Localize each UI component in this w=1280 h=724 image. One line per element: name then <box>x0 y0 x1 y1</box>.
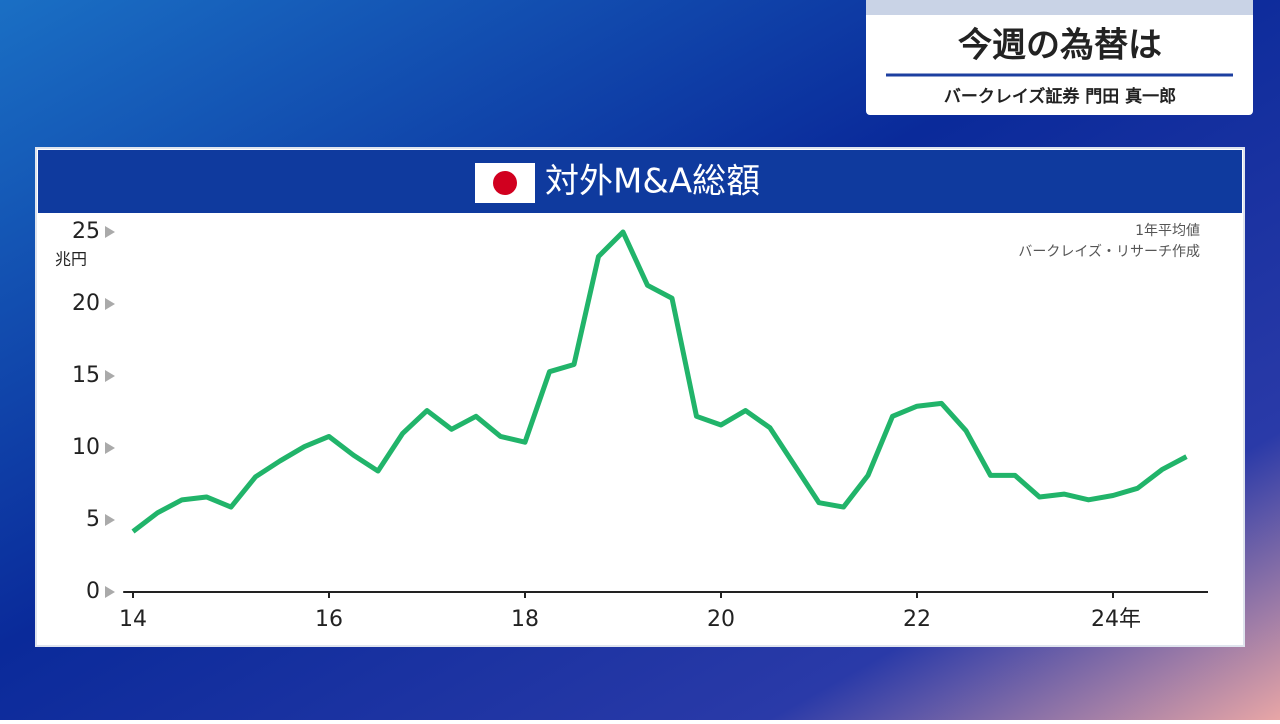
header-strip <box>866 0 1253 15</box>
header-title: 今週の為替は <box>958 26 1162 66</box>
x-tick-label: 16 <box>315 607 343 632</box>
flag-sun <box>493 171 517 195</box>
y-tick-mark <box>105 298 115 310</box>
x-tick-label: 14 <box>119 607 147 632</box>
header-card <box>866 0 1253 115</box>
x-tick-label: 20 <box>707 607 735 632</box>
y-tick-label: 10 <box>72 435 100 460</box>
y-tick-label: 5 <box>86 507 100 532</box>
y-tick-mark <box>105 442 115 454</box>
x-tick-label: 24年 <box>1091 607 1141 632</box>
y-tick-mark <box>105 514 115 526</box>
y-axis-label: 兆円 <box>55 250 87 269</box>
y-tick-mark <box>105 586 115 598</box>
y-tick-mark <box>105 370 115 382</box>
annotation: バークレイズ・リサーチ作成 <box>1018 244 1200 260</box>
chart-title: 対外M&A総額 <box>545 162 760 202</box>
y-tick-label: 0 <box>86 579 100 604</box>
y-tick-label: 15 <box>72 363 100 388</box>
annotation: 1年平均値 <box>1135 223 1200 239</box>
y-tick-label: 20 <box>72 291 100 316</box>
x-tick-label: 22 <box>903 607 931 632</box>
chart-band <box>38 150 1242 213</box>
x-tick-label: 18 <box>511 607 539 632</box>
y-tick-label: 25 <box>72 219 100 244</box>
chart-panel <box>35 147 1245 647</box>
data-line <box>131 229 1188 534</box>
y-tick-mark <box>105 226 115 238</box>
header-subtitle: バークレイズ証券 門田 真一郎 <box>944 86 1176 107</box>
